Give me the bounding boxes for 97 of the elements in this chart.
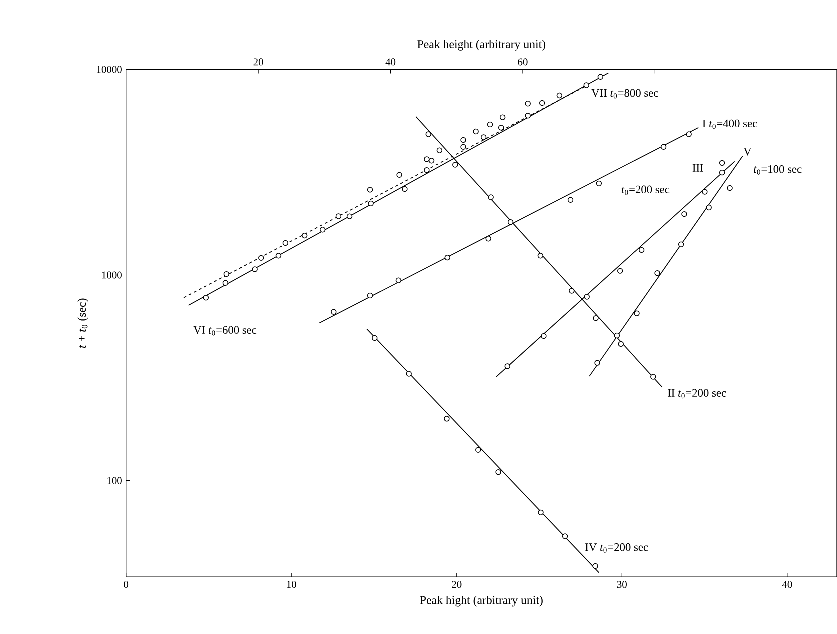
point — [486, 236, 492, 242]
point — [498, 124, 504, 131]
annotation: II t$_{0}$=200 sec — [668, 389, 726, 398]
point — [452, 162, 458, 168]
point — [634, 310, 640, 316]
x-tick-label: 0 — [124, 580, 129, 588]
point — [396, 278, 402, 284]
point — [686, 132, 692, 138]
point — [500, 114, 506, 120]
annotation: t$_{0}$=100 sec — [754, 165, 802, 175]
point — [424, 156, 430, 162]
point — [368, 200, 374, 206]
point — [331, 309, 337, 315]
x-tick-label: 40 — [782, 580, 792, 588]
y-tick-label: 10000 — [97, 66, 122, 74]
x2-tick-label: 60 — [518, 58, 528, 66]
point — [487, 122, 494, 128]
point — [584, 294, 590, 300]
point — [618, 341, 624, 347]
point — [476, 447, 482, 453]
x2-tick-label: 40 — [386, 58, 396, 66]
point — [367, 186, 374, 193]
point — [372, 335, 378, 341]
point — [654, 270, 660, 276]
annotation: VI t$_{0}$=600 sec — [194, 326, 257, 336]
point — [706, 204, 712, 210]
point — [222, 280, 229, 286]
annotation: IV t$_{0}$=200 sec — [586, 543, 648, 553]
point — [302, 232, 308, 239]
point — [682, 211, 688, 217]
point — [504, 363, 510, 370]
point — [336, 213, 342, 220]
point — [702, 189, 708, 195]
point — [224, 271, 230, 277]
point — [596, 180, 602, 186]
point — [346, 214, 353, 220]
point — [539, 100, 546, 106]
annotation: III — [692, 164, 704, 172]
x-tick-label: 20 — [452, 580, 462, 588]
point — [424, 167, 430, 174]
point — [406, 370, 412, 377]
point — [538, 510, 544, 516]
point — [525, 112, 531, 119]
point — [252, 266, 258, 272]
y-tick-label: 1000 — [102, 272, 122, 279]
point — [444, 416, 450, 422]
point — [638, 247, 645, 253]
point — [727, 185, 733, 191]
point — [562, 534, 568, 540]
point — [258, 255, 264, 261]
point — [719, 170, 726, 176]
point — [473, 128, 479, 134]
point — [614, 332, 620, 338]
point — [320, 226, 326, 233]
point — [367, 292, 374, 298]
point — [660, 144, 667, 150]
point — [203, 294, 210, 301]
point — [592, 563, 598, 569]
point — [480, 134, 487, 140]
x-tick-label: 10 — [287, 580, 296, 588]
point — [426, 132, 432, 138]
point — [678, 242, 684, 248]
point — [436, 148, 443, 154]
point — [402, 186, 408, 192]
point — [428, 158, 435, 164]
annotation: V — [744, 148, 752, 156]
point — [525, 100, 531, 107]
y-axis-title: t + t$_{0}$ (sec) — [78, 298, 88, 348]
point — [541, 333, 547, 339]
x-axis-title: Peak hight (arbitrary unit) — [420, 596, 543, 607]
point — [460, 144, 466, 150]
point — [719, 160, 726, 166]
point — [594, 360, 600, 366]
point — [460, 137, 466, 143]
point — [556, 92, 563, 98]
point — [538, 252, 544, 259]
point — [396, 172, 402, 178]
point — [568, 197, 574, 203]
point — [488, 194, 494, 200]
x2-axis-title: Peak height (arbitrary unit) — [418, 40, 546, 51]
annotation: VII t$_{0}$=800 sec — [592, 89, 658, 99]
point — [584, 82, 590, 88]
point — [598, 74, 604, 80]
point — [593, 315, 599, 322]
point — [276, 252, 282, 259]
point — [617, 268, 624, 274]
x-tick-label: 30 — [617, 580, 627, 588]
point — [650, 374, 656, 380]
point — [508, 219, 514, 226]
annotation: I t$_{0}$=400 sec — [702, 120, 758, 130]
y-tick-label: 100 — [108, 477, 122, 484]
point — [496, 469, 502, 476]
annotation: t$_{0}$=200 sec — [622, 186, 670, 196]
x2-tick-label: 20 — [254, 58, 264, 66]
point — [569, 288, 575, 294]
point — [444, 254, 450, 261]
point — [282, 240, 289, 246]
